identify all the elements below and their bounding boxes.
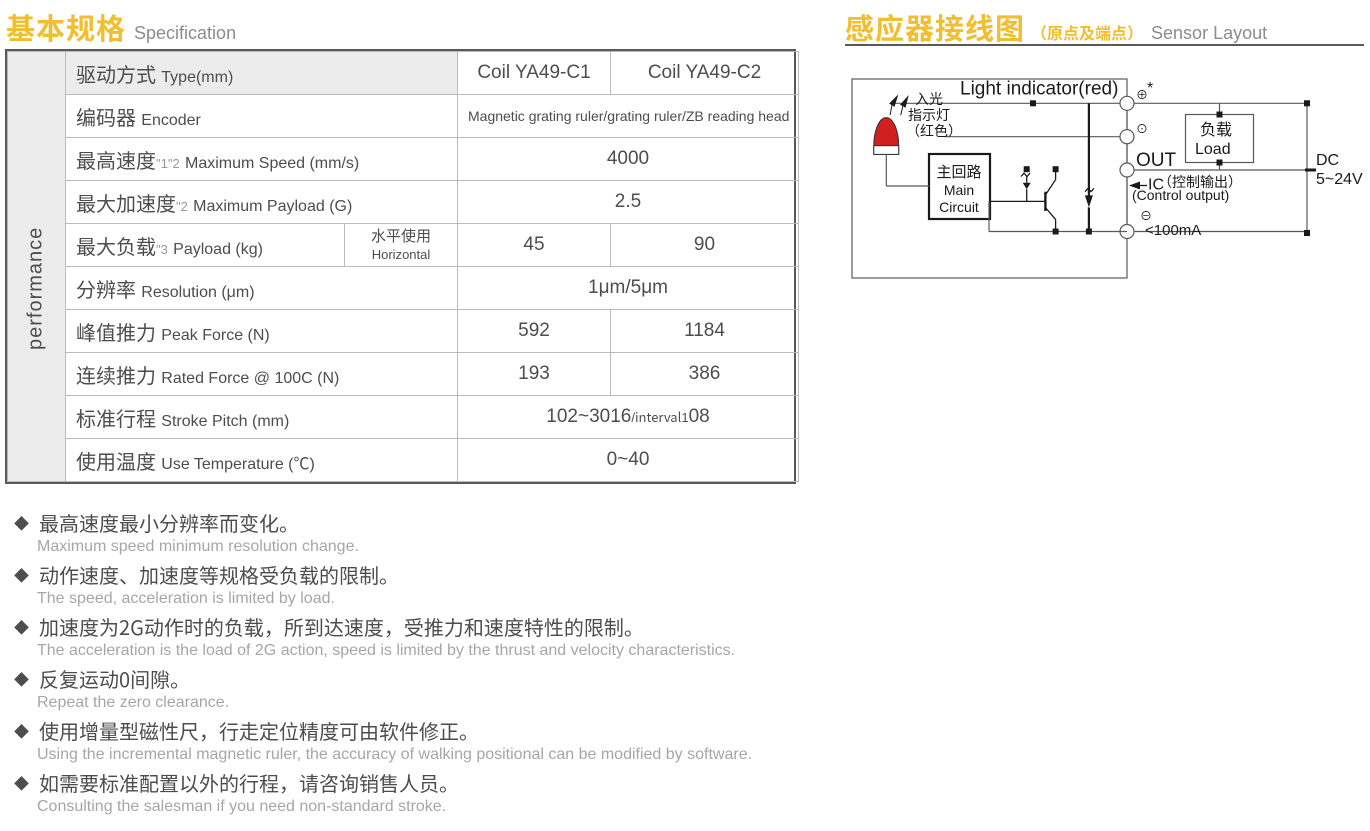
svg-text:OUT: OUT bbox=[1136, 150, 1177, 171]
svg-text:Load: Load bbox=[1195, 141, 1231, 158]
svg-text:负载: 负载 bbox=[1200, 121, 1232, 139]
svg-text:Circuit: Circuit bbox=[939, 199, 979, 215]
svg-text:<100mA: <100mA bbox=[1145, 222, 1201, 239]
svg-text:（红色）: （红色） bbox=[906, 123, 962, 139]
svg-text:⊙: ⊙ bbox=[1136, 122, 1148, 136]
svg-text:Light indicator(red): Light indicator(red) bbox=[960, 79, 1118, 100]
svg-text:入光: 入光 bbox=[915, 91, 943, 107]
svg-text:5~24V: 5~24V bbox=[1316, 171, 1363, 188]
svg-text:DC: DC bbox=[1316, 152, 1339, 169]
svg-text:Main: Main bbox=[944, 182, 974, 198]
svg-text:⊕: ⊕ bbox=[1136, 88, 1148, 102]
svg-text:(Control output): (Control output) bbox=[1132, 187, 1229, 203]
svg-text:主回路: 主回路 bbox=[936, 164, 981, 181]
svg-text:指示灯: 指示灯 bbox=[908, 107, 950, 123]
svg-text:⊖: ⊖ bbox=[1140, 209, 1152, 223]
